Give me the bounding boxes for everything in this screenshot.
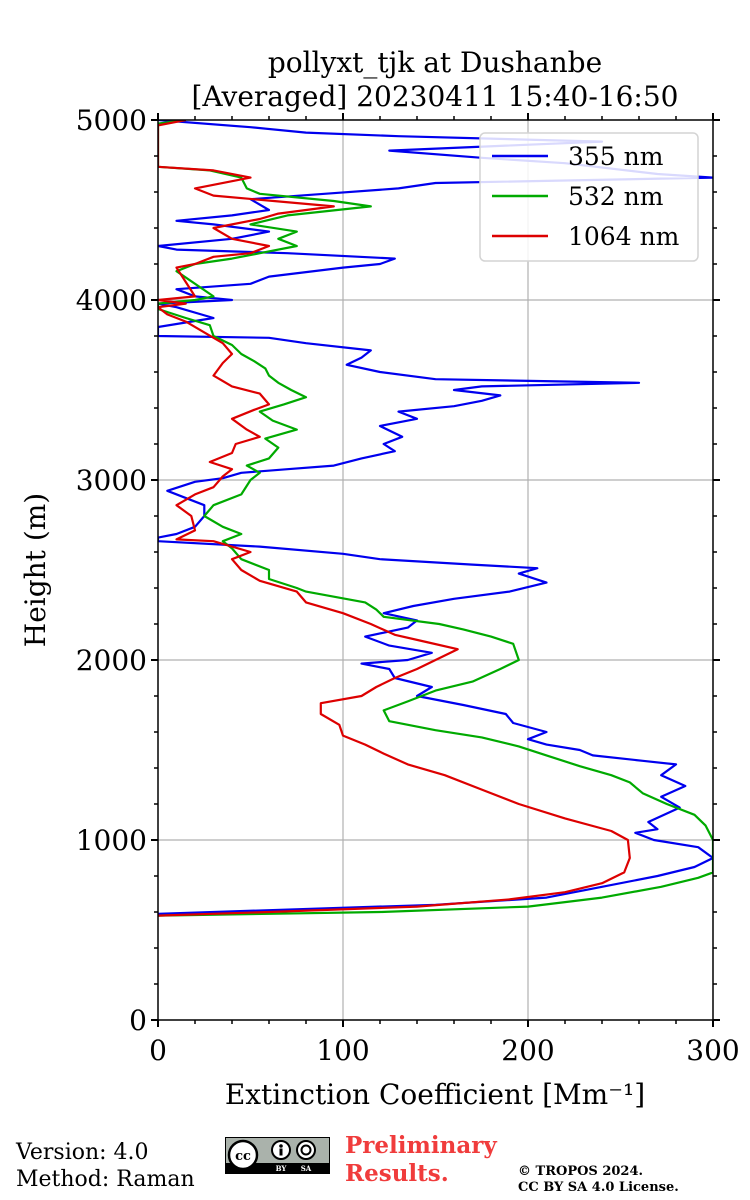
data-lines <box>158 120 713 917</box>
y-tick-label: 5000 <box>76 104 147 137</box>
y-tick-label: 2000 <box>76 644 147 677</box>
svg-text:BY: BY <box>276 1164 288 1173</box>
plot-border <box>157 119 714 1021</box>
chart-title: pollyxt_tjk at Dushanbe <box>268 46 602 79</box>
x-tick-label: 0 <box>149 1034 167 1067</box>
cc-by-sa-license-icon: cc BY SA <box>225 1137 330 1174</box>
legend-label-532-nm: 532 nm <box>568 182 664 211</box>
copyright-line-1: © TROPOS 2024. <box>518 1164 644 1179</box>
method-text: Method: Raman <box>16 1167 195 1192</box>
plot-frame <box>157 119 714 1021</box>
svg-text:SA: SA <box>301 1164 312 1173</box>
y-tick-label: 1000 <box>76 824 147 857</box>
x-tick-label: 100 <box>316 1034 369 1067</box>
series-line-355-nm <box>158 120 713 915</box>
x-tick-label: 200 <box>501 1034 554 1067</box>
y-axis-label: Height (m) <box>19 493 52 647</box>
preliminary-results-label: Preliminary Results. <box>345 1132 497 1187</box>
version-text: Version: 4.0 <box>16 1140 149 1165</box>
legend-label-355-nm: 355 nm <box>568 142 664 171</box>
series-line-1064-nm <box>158 120 631 917</box>
y-tick-label: 3000 <box>76 464 147 497</box>
chart-legend: 355 nm 532 nm 1064 nm <box>479 132 699 262</box>
legend-label-1064-nm: 1064 nm <box>568 222 680 251</box>
y-tick-label: 0 <box>129 1004 147 1037</box>
copyright-notice: © TROPOS 2024. CC BY SA 4.0 License. <box>518 1164 679 1196</box>
y-tick-label: 4000 <box>76 284 147 317</box>
x-axis-label: Extinction Coefficient [Mm⁻¹] <box>225 1078 645 1111</box>
svg-text:cc: cc <box>235 1149 251 1164</box>
copyright-line-2: CC BY SA 4.0 License. <box>518 1180 679 1195</box>
chart-subtitle: [Averaged] 20230411 15:40-16:50 <box>192 80 679 113</box>
extinction-profile-chart: pollyxt_tjk at Dushanbe [Averaged] 20230… <box>19 46 740 1111</box>
series-line-532-nm <box>158 120 713 917</box>
legend-box <box>479 132 699 262</box>
x-tick-label: 300 <box>686 1034 739 1067</box>
